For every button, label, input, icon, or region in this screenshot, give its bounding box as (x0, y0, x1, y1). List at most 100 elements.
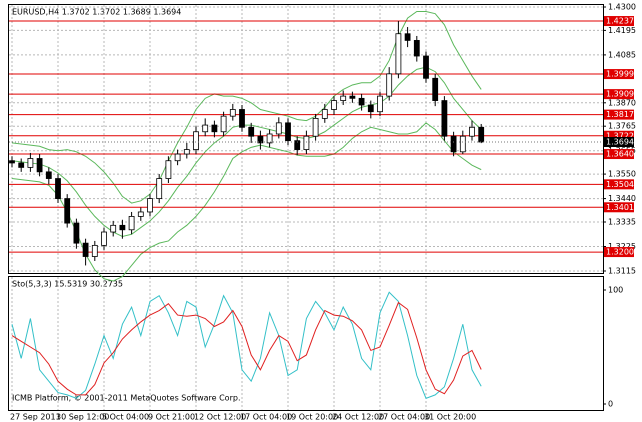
candle-body (423, 55, 429, 79)
candle-body (45, 171, 52, 179)
candle-body (386, 73, 393, 97)
candle-body (367, 104, 374, 113)
candle-body (101, 231, 107, 246)
band-middle (11, 66, 482, 237)
x-tick-label: 27 Oct 04:00 (378, 413, 430, 422)
level-label: 1.4237 (606, 17, 634, 26)
x-tick-label: 9 Oct 21:00 (148, 413, 195, 422)
candle-body (220, 115, 227, 133)
candle-body (18, 162, 25, 168)
level-label-bg (604, 149, 634, 160)
level-label: 1.3999 (606, 70, 634, 79)
candle-body (36, 158, 43, 173)
candle-body (441, 100, 448, 137)
y-tick-label: 1.3765 (608, 122, 636, 131)
y-tick-label: 100 (608, 286, 623, 295)
y-tick-label: 1.3335 (608, 217, 636, 226)
candle-body (9, 160, 15, 164)
candle-body (303, 135, 310, 150)
candle-body (285, 122, 291, 142)
y-tick-label: 1.4085 (608, 50, 636, 59)
level-label: 1.3401 (606, 203, 634, 212)
level-label-bg (604, 89, 634, 100)
candle-body (73, 222, 80, 244)
candle-body (229, 109, 236, 117)
candle-body (432, 77, 439, 101)
candle-body (459, 135, 466, 153)
stoch-title: Sto(5,3,3) 15.5319 30.2735 (12, 280, 123, 289)
candle-body (193, 131, 199, 150)
candle-body (119, 224, 126, 231)
candle-body (331, 100, 337, 110)
level-label: 1.3817 (606, 110, 634, 119)
x-tick-label: 31 Oct 20:00 (424, 413, 476, 422)
candle-body (257, 135, 264, 144)
candle-body (358, 97, 365, 106)
candle-body (91, 244, 98, 257)
candle-body (202, 124, 209, 133)
x-tick-label: 5 Oct 04:00 (102, 413, 149, 422)
level-label: 1.3909 (606, 90, 634, 99)
candle-body (413, 40, 420, 57)
candle-body (55, 178, 61, 199)
candle-body (183, 149, 190, 155)
x-tick-label: 24 Oct 12:00 (332, 413, 384, 422)
level-label: 1.3640 (606, 150, 634, 159)
candle-body (469, 126, 475, 137)
level-label-bg (604, 247, 634, 258)
candle-body (478, 126, 485, 143)
level-label-bg (604, 179, 634, 190)
candle-body (294, 140, 301, 150)
y-tick-label: 0 (608, 400, 613, 409)
level-label: 1.3200 (606, 248, 634, 257)
y-tick-label: 1.3440 (608, 194, 636, 203)
stoch-line (11, 291, 482, 399)
y-tick-label: 1.4195 (608, 26, 636, 35)
chart-title: EURUSD,H4 1.3702 1.3702 1.3689 1.3694 (12, 8, 181, 17)
candle-body (321, 109, 328, 119)
candle-body (312, 117, 319, 137)
candle-body (450, 135, 457, 153)
candle-body (156, 178, 163, 199)
stoch-line (11, 301, 482, 396)
level-label-bg (604, 16, 634, 27)
stoch-panel (8, 276, 604, 411)
last-price-label: 1.3694 (606, 138, 634, 147)
candle-body (349, 95, 356, 99)
level-label-bg (604, 202, 634, 213)
y-tick-label: 1.3115 (608, 267, 636, 276)
y-tick-label: 1.4300 (608, 3, 636, 12)
x-tick-label: 17 Oct 04:00 (240, 413, 292, 422)
level-label: 1.3504 (606, 180, 634, 189)
candle-body (340, 95, 347, 101)
candle-body (110, 224, 117, 233)
x-tick-label: 12 Oct 12:00 (194, 413, 246, 422)
candle-body (174, 153, 181, 162)
x-tick-label: 27 Sep 2011 (10, 413, 61, 422)
band-upper (11, 10, 482, 204)
level-label-bg (604, 109, 634, 120)
candle-body (275, 122, 282, 135)
level-label: 1.3722 (606, 131, 634, 140)
candle-body (82, 242, 89, 257)
candle-body (239, 109, 245, 128)
candle-body (377, 95, 383, 113)
candle-body (137, 211, 144, 217)
candle-body (395, 33, 402, 75)
last-price-bg (604, 137, 634, 148)
candle-body (404, 33, 411, 41)
candle-body (27, 158, 34, 168)
x-tick-label: 30 Sep 12:00 (56, 413, 109, 422)
candle-body (128, 216, 135, 231)
band-lower (11, 122, 482, 282)
candle-body (165, 160, 172, 179)
candle-body (211, 124, 218, 133)
x-tick-label: 19 Oct 20:00 (286, 413, 338, 422)
y-tick-label: 1.3550 (608, 170, 636, 179)
level-label-bg (604, 69, 634, 80)
candle-body (147, 198, 153, 213)
level-label-bg (604, 130, 634, 141)
candle-body (64, 198, 71, 224)
